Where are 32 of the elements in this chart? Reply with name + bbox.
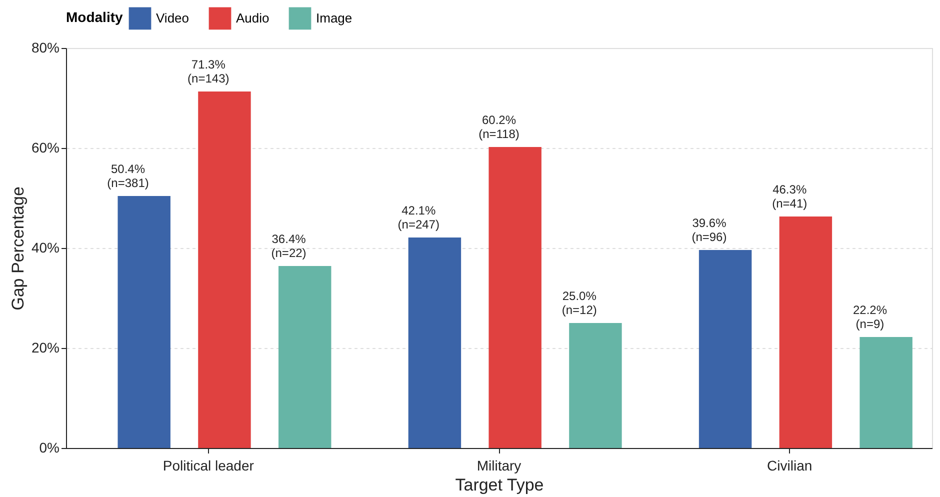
bar: [278, 266, 332, 448]
bar: [698, 250, 752, 448]
data-label: 36.4% (n=22): [271, 232, 306, 260]
bar: [198, 92, 251, 448]
y-tick-label: 0%: [39, 440, 60, 456]
x-tick-label: Military: [476, 458, 522, 474]
data-label: 42.1% (n=247): [398, 204, 440, 232]
data-label: 25.0% (n=12): [562, 289, 597, 317]
data-label: 50.4% (n=381): [107, 162, 149, 190]
bar: [488, 147, 542, 448]
legend-label: Image: [316, 10, 352, 26]
x-axis-title: Target Type: [455, 476, 544, 494]
bar: [408, 238, 462, 448]
data-label: 39.6% (n=96): [692, 216, 727, 244]
data-label: 46.3% (n=41): [772, 182, 808, 210]
bar: [118, 196, 170, 448]
data-label: 22.2% (n=9): [852, 303, 888, 331]
bar: [779, 216, 832, 448]
y-axis-title: Gap Percentage: [8, 186, 28, 310]
y-tick-label: 40%: [31, 240, 60, 256]
data-label: 71.3% (n=143): [188, 58, 230, 86]
y-tick-label: 60%: [31, 140, 60, 156]
legend-label: Audio: [236, 10, 270, 26]
y-tick-label: 20%: [31, 340, 60, 356]
y-tick-label: 80%: [31, 40, 60, 56]
data-label: 60.2% (n=118): [478, 113, 520, 141]
bar: [860, 337, 912, 448]
bar: [569, 323, 622, 448]
x-tick-label: Political leader: [162, 458, 254, 474]
legend-label: Video: [156, 10, 190, 26]
legend-title: Modality: [66, 9, 123, 25]
x-tick-label: Civilian: [767, 458, 812, 474]
